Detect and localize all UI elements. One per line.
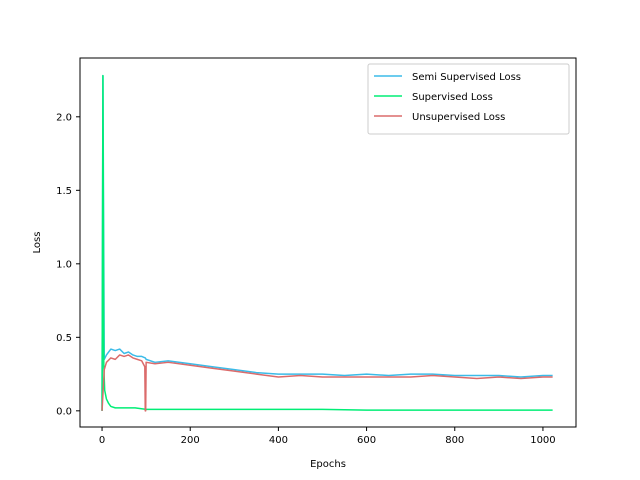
- series-line-1: [101, 74, 553, 411]
- y-tick-label: 2.0: [56, 112, 72, 123]
- y-tick-label: 0.0: [56, 406, 72, 417]
- legend: Semi Supervised Loss Supervised Loss Unsup…: [367, 63, 570, 135]
- y-tick-label: 0.5: [56, 333, 72, 344]
- x-axis-ticks: 0 200 400 600 800 1000: [99, 427, 556, 446]
- x-tick-label: 400: [269, 435, 288, 446]
- legend-item-label: Supervised Loss: [412, 92, 493, 103]
- x-axis-label: Epochs: [310, 459, 346, 470]
- plot-frame: [79, 57, 577, 428]
- y-axis-label: Loss: [32, 232, 43, 254]
- legend-box: [367, 63, 570, 135]
- legend-item-label: Unsupervised Loss: [412, 112, 505, 123]
- x-tick-label: 0: [99, 435, 105, 446]
- series-line-3: [101, 354, 553, 412]
- legend-item-label: Semi Supervised Loss: [412, 72, 521, 83]
- y-axis-ticks: 0.0 0.5 1.0 1.5 2.0: [56, 112, 80, 417]
- series-line-2: [101, 74, 553, 411]
- x-tick-label: 1000: [530, 435, 555, 446]
- series-layer: [101, 74, 553, 412]
- y-tick-label: 1.5: [56, 186, 72, 197]
- y-tick-label: 1.0: [56, 259, 72, 270]
- x-tick-label: 200: [181, 435, 200, 446]
- x-tick-label: 600: [357, 435, 376, 446]
- x-tick-label: 800: [445, 435, 464, 446]
